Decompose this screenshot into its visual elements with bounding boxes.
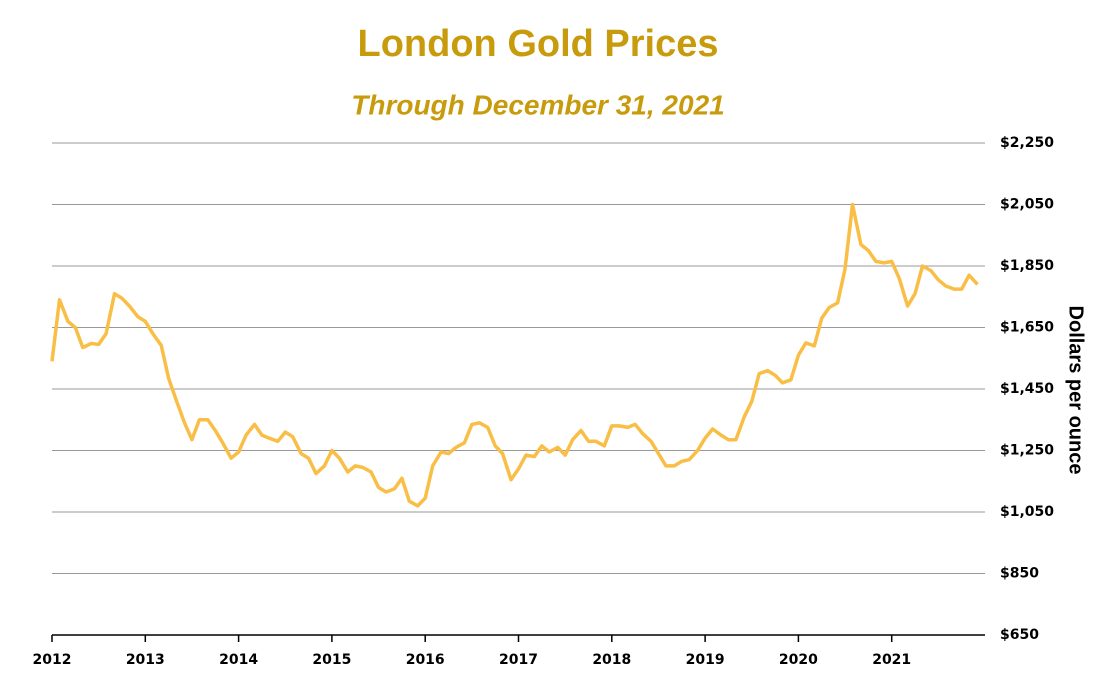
x-tick-label: 2020 xyxy=(779,652,818,668)
y-tick-label: $2,050 xyxy=(1000,197,1054,213)
x-tick-label: 2016 xyxy=(406,652,445,668)
y-tick-label: $1,850 xyxy=(1000,258,1054,274)
chart-subtitle: Through December 31, 2021 xyxy=(351,89,724,120)
y-tick-label: $1,050 xyxy=(1000,504,1054,520)
y-tick-label: $1,650 xyxy=(1000,320,1054,336)
x-tick-label: 2014 xyxy=(219,652,258,668)
y-tick-label: $1,450 xyxy=(1000,381,1054,397)
chart-title: London Gold Prices xyxy=(357,23,718,65)
x-tick-label: 2012 xyxy=(33,652,72,668)
price-line xyxy=(50,202,979,508)
y-tick-label: $650 xyxy=(1000,627,1039,643)
y-tick-label: $2,250 xyxy=(1000,135,1054,151)
y-tick-label: $1,250 xyxy=(1000,443,1054,459)
x-tick-label: 2018 xyxy=(592,652,631,668)
x-tick-label: 2017 xyxy=(499,652,538,668)
x-tick-label: 2021 xyxy=(872,652,911,668)
x-tick-label: 2013 xyxy=(126,652,165,668)
y-tick-label: $850 xyxy=(1000,566,1039,582)
y-axis-label: Dollars per ounce xyxy=(1065,306,1087,475)
x-tick-label: 2015 xyxy=(312,652,351,668)
x-tick-label: 2019 xyxy=(686,652,725,668)
